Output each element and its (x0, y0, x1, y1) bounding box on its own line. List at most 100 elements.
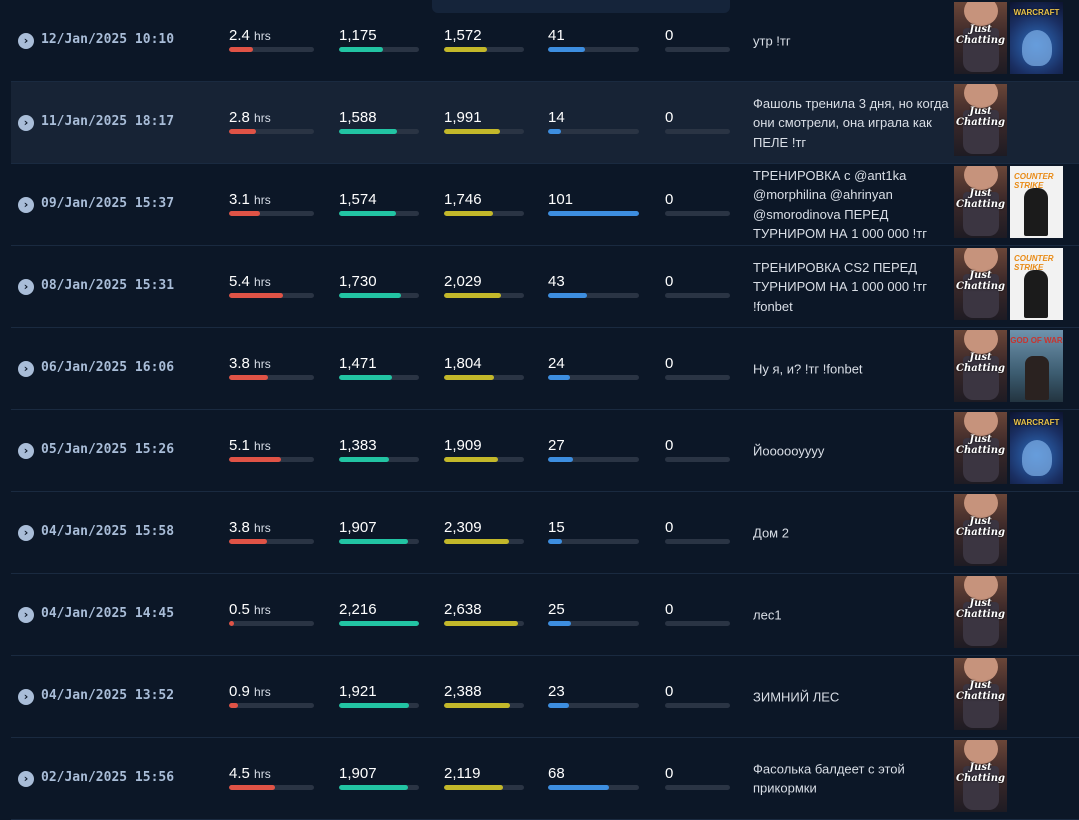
just-chatting-box-art[interactable]: Just Chatting (954, 330, 1007, 402)
expand-chevron-icon[interactable]: › (18, 32, 34, 49)
stream-duration-number: 5.4 (229, 272, 250, 290)
stream-date[interactable]: 04/Jan/2025 14:45 (41, 605, 175, 621)
peak-viewers: 1,572 (444, 27, 524, 52)
expand-chevron-icon[interactable]: › (18, 114, 34, 131)
expand-chevron-icon[interactable]: › (18, 606, 34, 623)
peak-viewers-bar-fill (444, 702, 511, 708)
avg-viewers-bar (339, 456, 419, 462)
peak-viewers-number: 1,746 (444, 190, 482, 208)
just-chatting-box-art[interactable]: Just Chatting (954, 84, 1007, 156)
followers-gained-value: 101 (548, 191, 639, 209)
stream-date[interactable]: 08/Jan/2025 15:31 (41, 277, 175, 293)
followers-gained: 27 (548, 437, 639, 462)
just-chatting-logo: Just Chatting (955, 516, 1005, 538)
peak-viewers-number: 1,909 (444, 436, 482, 454)
peak-viewers-bar-fill (444, 210, 493, 216)
zero-stat-number: 0 (665, 108, 674, 126)
just-chatting-box-art[interactable]: Just Chatting (954, 412, 1007, 484)
stream-duration-bar (229, 128, 314, 134)
stream-date[interactable]: 09/Jan/2025 15:37 (41, 195, 175, 211)
followers-gained: 101 (548, 191, 639, 216)
stream-row[interactable]: › 09/Jan/2025 15:37 3.1 hrs 1,574 1,746 101 0 Т… (11, 164, 1079, 246)
expand-chevron-icon[interactable]: › (18, 524, 34, 541)
just-chatting-mug (963, 766, 999, 810)
stream-date[interactable]: 05/Jan/2025 15:26 (41, 441, 175, 457)
stream-date[interactable]: 11/Jan/2025 18:17 (41, 113, 175, 129)
duration-unit: hrs (254, 192, 271, 207)
followers-gained-value: 15 (548, 519, 639, 537)
stream-duration-value: 3.8 hrs (229, 355, 314, 373)
peak-viewers-bar (444, 620, 524, 626)
stream-date[interactable]: 04/Jan/2025 13:52 (41, 687, 175, 703)
counter-strike-box-art[interactable]: COUNTER STRIKE (1010, 248, 1063, 320)
stream-row[interactable]: › 08/Jan/2025 15:31 5.4 hrs 1,730 2,029 43 0 ТР… (11, 246, 1079, 328)
just-chatting-mug (963, 438, 999, 482)
stream-date[interactable]: 12/Jan/2025 10:10 (41, 31, 175, 47)
just-chatting-box-art[interactable]: Just Chatting (954, 166, 1007, 238)
stream-duration-bar-fill (229, 374, 269, 380)
avg-viewers-bar-fill (339, 46, 383, 52)
stream-row[interactable]: › 05/Jan/2025 15:26 5.1 hrs 1,383 1,909 27 0 Йо… (11, 410, 1079, 492)
stream-row[interactable]: › 04/Jan/2025 14:45 0.5 hrs 2,216 2,638 25 0 ле… (11, 574, 1079, 656)
stream-duration-number: 0.5 (229, 600, 250, 618)
expand-chevron-icon[interactable]: › (18, 688, 34, 705)
just-chatting-mug (963, 274, 999, 318)
just-chatting-box-art[interactable]: Just Chatting (954, 494, 1007, 566)
stream-duration: 5.4 hrs (229, 273, 314, 298)
expand-chevron-icon[interactable]: › (18, 770, 34, 787)
avg-viewers-bar-fill (339, 128, 397, 134)
avg-viewers-bar-fill (339, 784, 408, 790)
just-chatting-box-art[interactable]: Just Chatting (954, 248, 1007, 320)
stream-row[interactable]: › 02/Jan/2025 15:56 4.5 hrs 1,907 2,119 68 0 Фа… (11, 738, 1079, 820)
just-chatting-logo: Just Chatting (955, 598, 1005, 620)
avg-viewers-value: 1,471 (339, 355, 419, 373)
stream-row[interactable]: › 04/Jan/2025 13:52 0.9 hrs 1,921 2,388 23 0 ЗИ… (11, 656, 1079, 738)
peak-viewers: 1,746 (444, 191, 524, 216)
peak-viewers-number: 1,991 (444, 108, 482, 126)
stream-row[interactable]: › 04/Jan/2025 15:58 3.8 hrs 1,907 2,309 15 0 До… (11, 492, 1079, 574)
stream-title: утр !тг (753, 32, 791, 48)
stream-row[interactable]: › 11/Jan/2025 18:17 2.8 hrs 1,588 1,991 14 0 Фа… (11, 82, 1079, 164)
peak-viewers-value: 2,119 (444, 765, 524, 783)
stream-row[interactable]: › 12/Jan/2025 10:10 2.4 hrs 1,175 1,572 41 0 ут… (11, 0, 1079, 82)
world-of-warcraft-box-art[interactable]: WARCRAFT (1010, 412, 1063, 484)
avg-viewers-bar (339, 128, 419, 134)
expand-chevron-icon[interactable]: › (18, 360, 34, 377)
god-of-war-box-art[interactable]: GOD OF WAR (1010, 330, 1063, 402)
stream-duration: 3.1 hrs (229, 191, 314, 216)
just-chatting-face (964, 658, 998, 682)
stream-date[interactable]: 06/Jan/2025 16:06 (41, 359, 175, 375)
followers-gained-bar-fill (548, 620, 571, 626)
counter-strike-box-art[interactable]: COUNTER STRIKE (1010, 166, 1063, 238)
avg-viewers-value: 2,216 (339, 601, 419, 619)
avg-viewers-bar (339, 292, 419, 298)
zero-stat: 0 (665, 191, 730, 216)
stream-row[interactable]: › 06/Jan/2025 16:06 3.8 hrs 1,471 1,804 24 0 Ну… (11, 328, 1079, 410)
just-chatting-box-art[interactable]: Just Chatting (954, 658, 1007, 730)
world-of-warcraft-box-art[interactable]: WARCRAFT (1010, 2, 1063, 74)
stream-duration-bar (229, 784, 314, 790)
zero-stat-value: 0 (665, 27, 730, 45)
avg-viewers-number: 1,921 (339, 682, 377, 700)
just-chatting-logo: Just Chatting (955, 352, 1005, 374)
peak-viewers-bar (444, 702, 524, 708)
followers-gained-bar-fill (548, 46, 586, 52)
peak-viewers: 2,309 (444, 519, 524, 544)
expand-chevron-icon[interactable]: › (18, 278, 34, 295)
expand-chevron-icon[interactable]: › (18, 196, 34, 213)
just-chatting-box-art[interactable]: Just Chatting (954, 576, 1007, 648)
stream-duration: 3.8 hrs (229, 355, 314, 380)
stream-duration: 2.8 hrs (229, 109, 314, 134)
avg-viewers-number: 1,907 (339, 518, 377, 536)
just-chatting-box-art[interactable]: Just Chatting (954, 740, 1007, 812)
expand-chevron-icon[interactable]: › (18, 442, 34, 459)
stream-date[interactable]: 02/Jan/2025 15:56 (41, 769, 175, 785)
followers-gained-bar (548, 210, 639, 216)
followers-gained-number: 27 (548, 436, 565, 454)
stream-history-list: › 12/Jan/2025 10:10 2.4 hrs 1,175 1,572 41 0 ут… (11, 0, 1079, 820)
stream-duration-number: 5.1 (229, 436, 250, 454)
stream-date[interactable]: 04/Jan/2025 15:58 (41, 523, 175, 539)
zero-stat-bar (665, 292, 730, 298)
just-chatting-box-art[interactable]: Just Chatting (954, 2, 1007, 74)
stream-duration-number: 3.1 (229, 190, 250, 208)
